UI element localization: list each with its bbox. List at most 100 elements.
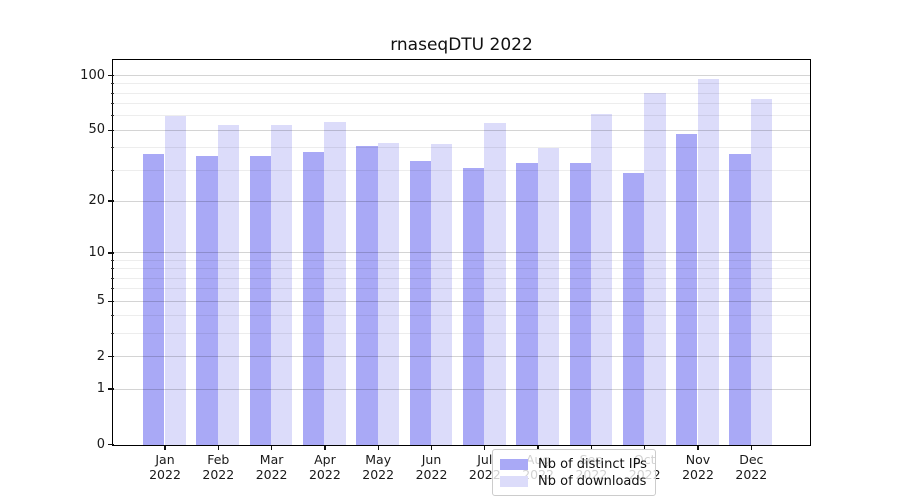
gridline-y-minor-30 xyxy=(113,169,810,171)
legend-item-distinct-ips: Nb of distinct IPs xyxy=(500,457,647,472)
y-minor-tick-90 xyxy=(111,83,114,85)
y-minor-tick-6 xyxy=(111,288,114,290)
y-minor-tick-8 xyxy=(111,268,114,270)
bar-nb-of-downloads-dec-2022 xyxy=(750,98,773,445)
gridline-y-minor-6 xyxy=(113,288,810,290)
x-tick-dec-2022 xyxy=(750,446,752,450)
y-tick-label-0: 0 xyxy=(96,436,105,452)
x-tick-mar-2022 xyxy=(270,446,273,450)
plot-area: Nb of distinct IPs Nb of downloads xyxy=(112,59,811,496)
y-tick-label-100: 100 xyxy=(80,67,105,83)
gridline-y-5 xyxy=(113,300,810,302)
grid-layer xyxy=(113,60,810,445)
gridline-y-minor-90 xyxy=(113,83,810,85)
x-tick-jul-2022 xyxy=(484,446,486,450)
y-tick-label-2: 2 xyxy=(96,348,105,364)
gridline-y-1 xyxy=(113,388,810,390)
bar-nb-of-downloads-jan-2022 xyxy=(164,116,186,445)
gridline-y-10 xyxy=(113,252,810,254)
bar-nb-of-downloads-nov-2022 xyxy=(697,78,719,445)
bar-nb-of-distinct-ips-jul-2022 xyxy=(462,167,485,445)
chart-title: rnaseqDTU 2022 xyxy=(390,35,533,55)
bar-nb-of-distinct-ips-jan-2022 xyxy=(143,154,165,445)
y-tick-label-1: 1 xyxy=(96,381,105,397)
bar-nb-of-downloads-oct-2022 xyxy=(644,92,666,445)
x-tick-label-jan-2022: Jan 2022 xyxy=(149,452,181,482)
x-tick-label-mar-2022: Mar 2022 xyxy=(255,452,288,482)
y-tick-5 xyxy=(107,300,114,302)
y-tick-0 xyxy=(107,443,114,446)
x-tick-oct-2022 xyxy=(644,446,646,450)
y-tick-100 xyxy=(107,74,114,77)
bar-nb-of-distinct-ips-nov-2022 xyxy=(676,133,698,445)
y-tick-label-20: 20 xyxy=(88,193,105,209)
bar-nb-of-downloads-mar-2022 xyxy=(271,124,293,445)
gridline-y-minor-3 xyxy=(113,333,810,335)
gridline-y-2 xyxy=(113,356,810,358)
y-minor-tick-4 xyxy=(111,315,114,317)
y-minor-tick-7 xyxy=(111,277,114,279)
y-minor-tick-70 xyxy=(111,103,114,105)
y-minor-tick-9 xyxy=(111,259,114,261)
legend-label-distinct-ips: Nb of distinct IPs xyxy=(538,457,647,472)
bar-nb-of-distinct-ips-oct-2022 xyxy=(622,173,645,445)
x-tick-label-nov-2022: Nov 2022 xyxy=(682,452,714,482)
bar-nb-of-distinct-ips-aug-2022 xyxy=(516,163,538,445)
bar-nb-of-distinct-ips-dec-2022 xyxy=(729,154,751,445)
gridline-y-minor-7 xyxy=(113,277,810,279)
y-minor-tick-30 xyxy=(111,169,114,171)
bar-nb-of-distinct-ips-apr-2022 xyxy=(303,152,325,445)
gridline-y-minor-8 xyxy=(113,268,810,270)
x-tick-label-may-2022: May 2022 xyxy=(362,452,395,482)
bar-nb-of-distinct-ips-jun-2022 xyxy=(409,160,431,445)
bar-nb-of-downloads-jun-2022 xyxy=(431,144,453,445)
bar-nb-of-distinct-ips-may-2022 xyxy=(356,146,378,445)
x-tick-may-2022 xyxy=(377,446,379,450)
gridline-y-20 xyxy=(113,200,810,202)
y-minor-tick-3 xyxy=(111,333,114,335)
bar-nb-of-downloads-sep-2022 xyxy=(590,113,613,445)
gridline-y-100 xyxy=(113,75,810,77)
x-tick-aug-2022 xyxy=(537,446,539,450)
bar-nb-of-distinct-ips-mar-2022 xyxy=(249,156,272,445)
x-tick-feb-2022 xyxy=(217,446,219,450)
gridline-y-50 xyxy=(113,129,810,131)
gridline-y-minor-9 xyxy=(113,259,810,261)
bar-nb-of-downloads-apr-2022 xyxy=(324,121,346,445)
y-minor-tick-60 xyxy=(111,115,114,117)
bar-nb-of-downloads-jul-2022 xyxy=(484,123,506,445)
x-tick-label-jun-2022: Jun 2022 xyxy=(415,452,448,482)
bar-nb-of-downloads-feb-2022 xyxy=(217,124,240,445)
gridline-y-minor-70 xyxy=(113,103,810,105)
bar-nb-of-distinct-ips-sep-2022 xyxy=(569,163,591,445)
x-tick-label-apr-2022: Apr 2022 xyxy=(308,452,341,482)
x-tick-jun-2022 xyxy=(430,446,433,450)
x-tick-label-feb-2022: Feb 2022 xyxy=(202,452,235,482)
y-tick-50 xyxy=(107,129,114,131)
bar-nb-of-distinct-ips-feb-2022 xyxy=(196,156,218,445)
legend-swatch-distinct-ips xyxy=(500,459,528,470)
gridline-y-minor-4 xyxy=(113,315,810,317)
y-tick-label-5: 5 xyxy=(96,293,105,309)
y-minor-tick-40 xyxy=(111,147,114,149)
gridline-y-minor-40 xyxy=(113,147,810,149)
y-tick-10 xyxy=(107,252,114,254)
bar-nb-of-downloads-may-2022 xyxy=(377,142,400,445)
legend-label-downloads: Nb of downloads xyxy=(538,474,647,489)
y-minor-tick-80 xyxy=(111,92,114,94)
gridline-y-minor-60 xyxy=(113,115,810,117)
y-tick-1 xyxy=(107,388,114,390)
x-tick-nov-2022 xyxy=(697,446,699,450)
legend: Nb of distinct IPs Nb of downloads xyxy=(492,449,656,496)
y-tick-label-10: 10 xyxy=(88,244,105,260)
x-tick-jan-2022 xyxy=(164,446,166,450)
legend-swatch-downloads xyxy=(500,476,528,487)
x-tick-label-dec-2022: Dec 2022 xyxy=(735,452,768,482)
legend-item-downloads: Nb of downloads xyxy=(500,474,647,489)
y-tick-2 xyxy=(107,355,114,358)
x-tick-apr-2022 xyxy=(324,446,326,450)
x-tick-sep-2022 xyxy=(590,446,593,450)
bars-layer xyxy=(113,60,810,445)
y-tick-label-50: 50 xyxy=(88,122,105,138)
